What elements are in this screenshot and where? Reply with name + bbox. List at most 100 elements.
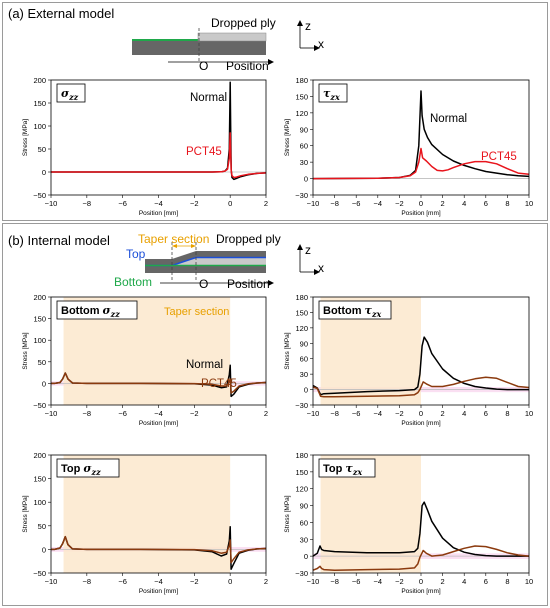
chart-title: Bottom σzz bbox=[61, 304, 120, 319]
chart-title: Bottom τzx bbox=[323, 304, 381, 319]
x-tick-label: −10 bbox=[45, 409, 58, 418]
y-axis-label: Stress [MPa] bbox=[22, 332, 29, 369]
x-axis-label: Position [mm] bbox=[139, 210, 179, 217]
curve-label-normal: Normal bbox=[430, 113, 467, 125]
x-tick-label: −10 bbox=[307, 409, 320, 418]
y-tick-label: 150 bbox=[295, 468, 308, 477]
series-line-normal bbox=[312, 336, 529, 396]
x-tick-label: 0 bbox=[228, 577, 232, 586]
y-tick-label: 200 bbox=[33, 76, 46, 85]
x-tick-label: 0 bbox=[228, 199, 232, 208]
schematic-b-dropped-ply-label: Dropped ply bbox=[216, 232, 281, 246]
y-tick-label: −30 bbox=[295, 569, 308, 578]
x-tick-label: −4 bbox=[374, 577, 383, 586]
y-tick-label: 150 bbox=[33, 99, 46, 108]
curve-label-pct45: PCT45 bbox=[186, 146, 222, 158]
x-tick-label: −6 bbox=[118, 199, 127, 208]
x-tick-label: −4 bbox=[154, 577, 163, 586]
panel-a-title: (a) External model bbox=[8, 6, 115, 21]
x-tick-label: −4 bbox=[154, 409, 163, 418]
x-tick-label: −10 bbox=[307, 577, 320, 586]
chart-title: σzz bbox=[61, 87, 79, 102]
x-tick-label: −2 bbox=[190, 577, 199, 586]
x-tick-label: 0 bbox=[419, 199, 423, 208]
y-tick-label: 180 bbox=[295, 451, 308, 460]
x-tick-label: −8 bbox=[83, 199, 92, 208]
panel-a bbox=[2, 2, 548, 221]
y-axis-label: Stress [MPa] bbox=[284, 119, 291, 156]
schematic-a-origin-label: O bbox=[199, 59, 208, 73]
plot-frame bbox=[312, 454, 530, 574]
series-line-pct45 bbox=[312, 147, 530, 180]
y-tick-label: 0 bbox=[304, 175, 308, 184]
x-tick-label: 0 bbox=[419, 409, 423, 418]
x-tick-label: −6 bbox=[352, 577, 361, 586]
x-tick-label: 8 bbox=[505, 577, 509, 586]
axis-a-x-label: x bbox=[318, 37, 324, 51]
axis-a-z-head bbox=[297, 20, 303, 26]
curve-label-pct45: PCT45 bbox=[481, 151, 517, 163]
series-line-pct45 bbox=[312, 376, 530, 398]
schematic-a-arrow-head bbox=[268, 59, 274, 65]
x-tick-label: −6 bbox=[352, 199, 361, 208]
x-tick-label: 6 bbox=[484, 409, 488, 418]
x-tick-label: 10 bbox=[525, 577, 533, 586]
x-tick-label: 2 bbox=[441, 409, 445, 418]
x-tick-label: 4 bbox=[462, 577, 466, 586]
chart-title-box bbox=[56, 300, 138, 320]
schematic-a: Dropped ply O Position z x bbox=[132, 16, 324, 73]
x-tick-label: −4 bbox=[154, 199, 163, 208]
series-line-pct45 bbox=[51, 132, 267, 179]
series-line-normal bbox=[312, 501, 529, 557]
chart-b-bottom-szz: −50 0 50 100 150 200 −10 −8 −6 −4 −2 0 2 Position [mm… bbox=[22, 293, 268, 427]
x-tick-label: −2 bbox=[395, 409, 404, 418]
y-tick-label: 0 bbox=[42, 168, 46, 177]
x-tick-label: 8 bbox=[505, 409, 509, 418]
x-tick-label: 4 bbox=[462, 199, 466, 208]
x-axis-label: Position [mm] bbox=[401, 588, 441, 595]
y-axis-label: Stress [MPa] bbox=[284, 495, 291, 532]
x-tick-label: −6 bbox=[118, 577, 127, 586]
x-tick-label: 6 bbox=[484, 199, 488, 208]
x-tick-label: 10 bbox=[525, 409, 533, 418]
axis-b-z-head bbox=[297, 244, 303, 250]
schematic-b-top-label: Top bbox=[126, 247, 146, 261]
y-tick-label: 150 bbox=[33, 315, 46, 324]
x-tick-label: −8 bbox=[330, 577, 339, 586]
x-tick-label: −2 bbox=[395, 577, 404, 586]
x-tick-label: −6 bbox=[118, 409, 127, 418]
series-line-pct45 bbox=[51, 372, 267, 394]
y-tick-label: 150 bbox=[295, 92, 308, 101]
x-tick-label: −10 bbox=[45, 199, 58, 208]
panel-b bbox=[2, 223, 548, 606]
schematic-b-taper-arrow-left bbox=[172, 244, 177, 248]
series-line-pct45 bbox=[312, 545, 530, 571]
chart-title-box bbox=[318, 300, 392, 320]
schematic-b: Taper section Dropped ply Top Bottom O P… bbox=[114, 232, 324, 291]
y-tick-label: 30 bbox=[300, 370, 308, 379]
chart-title: τzx bbox=[323, 87, 340, 102]
x-tick-label: −8 bbox=[330, 199, 339, 208]
curve-label-normal: Normal bbox=[190, 92, 227, 104]
y-tick-label: 0 bbox=[42, 379, 46, 388]
y-tick-label: 50 bbox=[38, 522, 46, 531]
y-tick-label: 120 bbox=[295, 109, 308, 118]
x-tick-label: 2 bbox=[264, 577, 268, 586]
x-tick-label: 8 bbox=[505, 199, 509, 208]
x-tick-label: 2 bbox=[441, 577, 445, 586]
axis-b-x-label: x bbox=[318, 261, 324, 275]
x-axis-label: Position [mm] bbox=[139, 420, 179, 427]
y-tick-label: 30 bbox=[300, 158, 308, 167]
x-tick-label: −8 bbox=[83, 577, 92, 586]
schematic-b-taper-label: Taper section bbox=[138, 232, 209, 246]
plot-frame bbox=[50, 296, 267, 406]
x-tick-label: 10 bbox=[525, 199, 533, 208]
x-tick-label: −6 bbox=[352, 409, 361, 418]
y-axis-label: Stress [MPa] bbox=[22, 495, 29, 532]
chart-title-box bbox=[56, 83, 86, 103]
chart-title-box bbox=[56, 458, 120, 478]
x-tick-label: 4 bbox=[462, 409, 466, 418]
y-tick-label: 50 bbox=[38, 145, 46, 154]
x-tick-label: −4 bbox=[374, 199, 383, 208]
curve-label-pct45: PCT45 bbox=[201, 378, 237, 390]
